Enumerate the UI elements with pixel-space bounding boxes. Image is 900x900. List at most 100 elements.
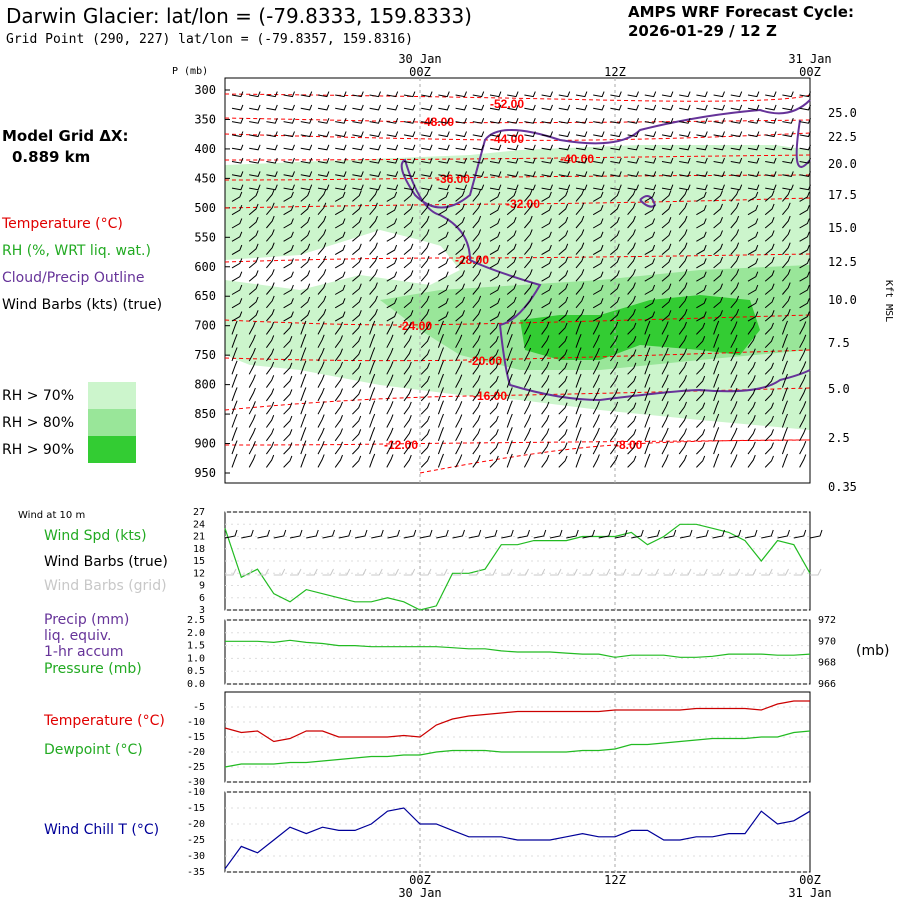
wind-barb: [266, 242, 275, 255]
wind-barb: [644, 387, 651, 402]
wind-barb: [420, 229, 430, 242]
wind-barb: [610, 184, 622, 191]
wind-barb: [489, 131, 502, 138]
wind-barb: [266, 157, 278, 164]
wind-barb: [386, 271, 398, 282]
temperature-ytick-label: -30: [187, 777, 205, 788]
wind-barb: [231, 387, 238, 402]
wind-barb: [421, 184, 433, 191]
wind-barb: [575, 215, 585, 229]
wind-barb: [627, 389, 637, 402]
wind-barb: [661, 310, 672, 322]
wind-barb: [403, 296, 414, 309]
wind-barb: [334, 244, 346, 256]
wind-barb: [472, 348, 481, 362]
wind-barb: [730, 387, 738, 402]
wind-barb: [265, 321, 275, 335]
surface-wind-barb-grid: [501, 568, 513, 576]
wind-barb: [386, 184, 399, 191]
wind-barb: [644, 191, 656, 202]
wind-barb: [696, 322, 706, 335]
wind-barb: [644, 347, 651, 362]
wind-barb: [696, 375, 706, 388]
wind-barb: [231, 360, 238, 375]
wind-barb: [420, 442, 430, 455]
wind-barb: [231, 157, 244, 164]
wind-barb: [403, 454, 412, 468]
wind-barb: [696, 131, 708, 138]
wind-barb: [610, 230, 620, 242]
surface-wind-barb-grid: [355, 568, 367, 576]
wind-barb: [300, 217, 311, 229]
wind-barb: [541, 454, 550, 468]
wind-barb: [781, 453, 788, 468]
wind-barb: [506, 230, 517, 242]
wind-barb: [300, 184, 313, 191]
wind-barb: [386, 311, 398, 322]
wind-barb: [317, 334, 325, 348]
wind-barb: [541, 144, 553, 151]
wind-barb: [266, 104, 278, 111]
wind-barb: [678, 321, 687, 335]
wind-barb: [472, 375, 481, 388]
rh90-swatch: [88, 436, 136, 463]
wind-barb: [696, 284, 707, 295]
wind-barb: [369, 360, 376, 375]
surface-wind-barb-grid: [793, 568, 806, 576]
wind-barb: [541, 441, 550, 455]
wind-barb: [386, 284, 398, 295]
wind-speed-line: [224, 523, 811, 611]
wind-barb: [799, 284, 810, 295]
wind-barb: [627, 295, 636, 309]
wind-barb: [644, 298, 656, 309]
wind-barb: [334, 361, 343, 375]
wind-barb: [317, 171, 330, 177]
wind-barb: [317, 131, 330, 138]
surface-wind-barb-grid: [533, 568, 546, 576]
wind-barb: [661, 387, 669, 402]
wind-barb: [781, 347, 788, 362]
wind-barb: [575, 400, 582, 415]
wind-barb: [627, 282, 636, 295]
wind-barb: [300, 320, 307, 335]
wind-barb: [335, 104, 347, 111]
wind-barb: [730, 255, 740, 269]
pressure-label: Pressure (mb): [44, 661, 142, 677]
wind-barb: [386, 361, 394, 375]
wind-barb: [627, 429, 637, 442]
wind-barb: [747, 91, 760, 98]
surface-wind-barb-true: [549, 529, 563, 539]
height-tick-label: 20.0: [828, 157, 857, 171]
wind-barb: [799, 374, 807, 388]
wind-barb: [696, 118, 708, 124]
wind-barb: [386, 157, 399, 164]
wind-barb: [438, 118, 450, 124]
wind-barb: [696, 271, 707, 282]
wind-barb: [524, 131, 536, 138]
temperature-ytick-label: -15: [187, 732, 205, 743]
surface-wind-barb-grid: [728, 568, 741, 576]
wind-barb: [352, 157, 364, 164]
wind-barb: [283, 118, 295, 124]
wind-barb: [782, 91, 794, 98]
wind-barb: [472, 321, 481, 335]
surface-wind-barb-true: [777, 529, 790, 539]
model-grid-label: Model Grid ΔX:: [2, 127, 129, 145]
wind-barb: [764, 375, 774, 388]
wind-barb: [386, 91, 399, 98]
wind-barb: [575, 131, 588, 138]
wind-barb: [489, 298, 501, 309]
wind-barb: [799, 144, 811, 151]
forecast-cycle: AMPS WRF Forecast Cycle: 2026-01-29 / 12…: [628, 3, 854, 41]
wind-barb: [575, 387, 582, 402]
wind-barb: [386, 401, 394, 415]
wind-barb: [249, 118, 261, 124]
wind-barb: [747, 157, 760, 164]
wind-barb: [248, 347, 256, 362]
temperature-contour-label: -24.00: [398, 319, 432, 333]
wind-barb: [231, 373, 238, 388]
wind-barb: [592, 205, 604, 216]
wind-barb: [300, 230, 311, 242]
wind-barb: [283, 191, 294, 202]
wind-barb: [782, 215, 791, 229]
